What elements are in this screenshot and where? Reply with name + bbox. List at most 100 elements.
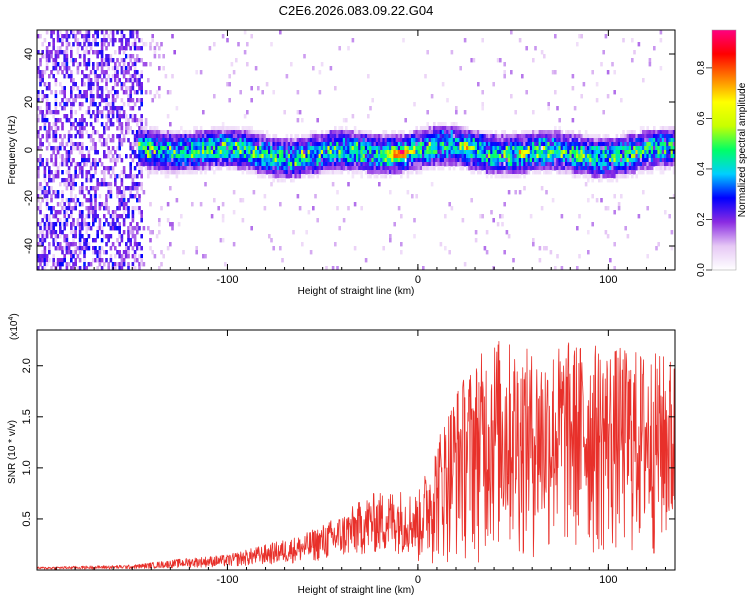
spectrogram-cell (41, 134, 44, 139)
spectrogram-cell (367, 74, 370, 79)
spectrogram-cell (118, 146, 121, 151)
spectrogram-cell (417, 142, 421, 147)
spectrogram-cell (155, 42, 159, 47)
spectrogram-cell (389, 190, 392, 195)
spectrogram-cell (213, 126, 216, 131)
spectrogram-cell (353, 142, 357, 147)
spectrogram-cell (48, 178, 51, 183)
spectrogram-cell (70, 114, 73, 119)
spectrogram-cell (490, 130, 493, 135)
spectrogram-cell (389, 170, 392, 175)
spectrogram-cell (87, 82, 91, 87)
spectrogram-cell (138, 126, 141, 131)
spectrogram-cell (56, 38, 60, 43)
spectrogram-cell (558, 126, 561, 131)
spectrogram-cell (70, 250, 73, 255)
spectrogram-cell (492, 82, 495, 87)
spectrogram-cell (182, 170, 185, 175)
spectrogram-cell (626, 162, 630, 167)
spectrogram-cell (518, 162, 522, 167)
spectrogram-cell (133, 42, 137, 47)
spectrogram-cell (307, 134, 311, 139)
spectrogram-cell (54, 102, 58, 107)
spectrogram-cell (646, 150, 649, 155)
spectrogram-cell (129, 114, 132, 119)
spectrogram-cell (193, 142, 196, 147)
spectrogram-cell (411, 134, 414, 139)
spectrogram-cell (109, 214, 113, 219)
spectrogram-cell (466, 146, 469, 151)
spectrogram-cell (349, 146, 352, 151)
spectrogram-cell (598, 142, 601, 147)
spectrogram-cell (85, 90, 88, 95)
spectrogram-cell (59, 102, 62, 107)
spectrogram-cell (672, 166, 675, 171)
spectrogram-cell (76, 30, 80, 35)
spectrogram-cell (169, 142, 172, 147)
spectrogram-cell (391, 154, 394, 159)
spectrogram-cell (481, 90, 484, 95)
spectrogram-cell (516, 138, 520, 143)
spectrogram-cell (448, 166, 451, 171)
spectrogram-cell (395, 138, 399, 143)
spectrogram-cell (437, 150, 440, 155)
spectrogram-cell (598, 146, 601, 151)
spectrogram-cell (259, 174, 262, 179)
spectrogram-cell (485, 134, 489, 139)
spectrogram-cell (320, 162, 324, 167)
spectrogram-cell (441, 138, 445, 143)
spectrogram-cell (323, 162, 326, 167)
spectrogram-cell (89, 78, 93, 83)
spectrogram-cell (221, 238, 225, 243)
spectrogram-cell (131, 218, 135, 223)
spectrogram-cell (103, 106, 106, 111)
spectrogram-cell (602, 158, 605, 163)
spectrogram-cell (274, 150, 278, 155)
spectrogram-cell (395, 150, 399, 155)
spectrogram-cell (331, 134, 335, 139)
spectrogram-cell (224, 162, 227, 167)
spectrogram-cell (580, 146, 583, 151)
spectrogram-cell (85, 50, 88, 55)
spectrogram-cell (272, 150, 275, 155)
spectrogram-cell (664, 154, 667, 159)
spectrogram-cell (65, 34, 69, 39)
spectrogram-cell (591, 170, 594, 175)
spectrogram-cell (131, 186, 135, 191)
spectrogram-cell (120, 138, 124, 143)
spectrogram-cell (160, 166, 163, 171)
spectrogram-cell (446, 146, 449, 151)
spectrogram-cell (296, 150, 300, 155)
spectrogram-cell (283, 170, 286, 175)
spectrogram-cell (316, 170, 319, 175)
spectrogram-cell (402, 38, 405, 43)
spectrogram-cell (41, 238, 44, 243)
spectrogram-cell (507, 166, 511, 171)
spectrogram-cell (131, 86, 135, 91)
spectrogram-cell (501, 134, 504, 139)
spectrogram-cell (631, 174, 634, 179)
spectrogram-cell (444, 138, 447, 143)
spectrogram-cell (452, 154, 456, 159)
spectrogram-cell (39, 106, 42, 111)
spectrogram-cell (481, 142, 484, 147)
spectrogram-cell (582, 166, 586, 171)
spectrogram-cell (83, 218, 86, 223)
spectrogram-cell (406, 146, 410, 151)
spectrogram-cell (39, 182, 42, 187)
spectrogram-cell (402, 134, 405, 139)
spectrogram-cell (386, 134, 390, 139)
spectrogram-cell (142, 158, 146, 163)
spectrogram-cell (76, 50, 80, 55)
spectrogram-cell (611, 154, 614, 159)
spectrogram-cell (450, 158, 454, 163)
spectrogram-cell (221, 218, 225, 223)
spectrogram-cell (639, 166, 643, 171)
spectrogram-cell (45, 134, 49, 139)
spectrogram-cell (435, 146, 438, 151)
spectrogram-cell (290, 166, 293, 171)
spectrogram-cell (59, 230, 62, 235)
spectrogram-cell (208, 142, 212, 147)
spectrogram-cell (136, 34, 139, 39)
spectrogram-cell (512, 162, 515, 167)
